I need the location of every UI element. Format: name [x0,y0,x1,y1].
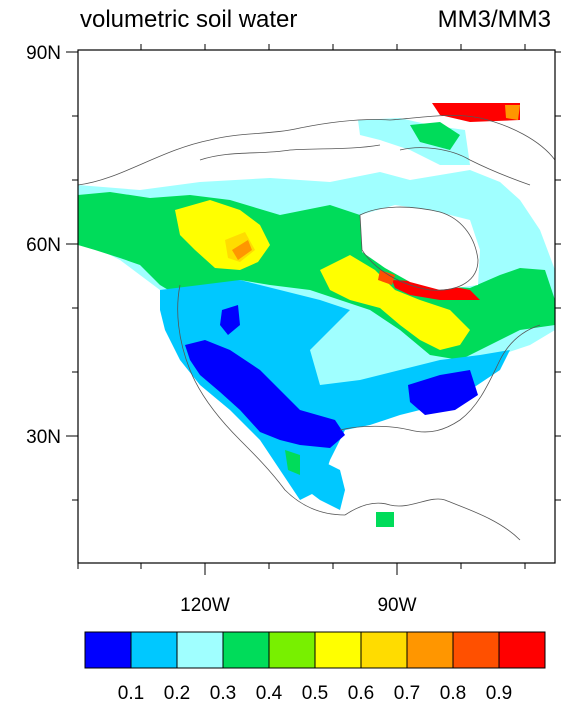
colorbar-swatch [498,631,546,669]
field-region-arctic-green [410,122,460,150]
plot-frame [77,49,556,564]
colorbar-swatch [176,631,224,669]
colorbar-swatch [406,631,454,669]
colorbar-swatch [130,631,178,669]
colorbar-swatch [268,631,316,669]
field-region-below-0.1 [185,340,345,448]
colorbar-swatch [452,631,500,669]
lat-label-90n: 90N [26,43,61,64]
colorbar-swatch [84,631,132,669]
field-region-arctic-red [432,103,520,122]
colorbar-swatch [222,631,270,669]
colorbar-label: 0.9 [486,683,512,704]
colorbar-label: 0.6 [348,683,374,704]
axis-ticks [66,44,561,575]
field-region-0.5-0.6-east [320,255,470,350]
field-region-below-0.1-east [408,370,478,415]
lat-label-60n: 60N [26,235,61,256]
colorbar-label: 0.5 [302,683,328,704]
colorbar [84,631,546,669]
lon-label-90w: 90W [377,595,416,616]
field-region-yucatan [376,512,394,527]
colorbar-labels: 0.1 0.2 0.3 0.4 0.5 0.6 0.7 0.8 0.9 [118,683,512,704]
soil-water-field [78,103,555,527]
lat-label-30n: 30N [26,427,61,448]
lon-label-120w: 120W [180,595,230,616]
colorbar-label: 0.1 [118,683,144,704]
field-region-arctic-orange [505,105,520,120]
field-region-0.1-0.2 [160,280,510,500]
colorbar-label: 0.8 [440,683,466,704]
colorbar-label: 0.3 [210,683,236,704]
colorbar-swatch [314,631,362,669]
colorbar-swatch [360,631,408,669]
field-region-mexico-green [285,450,300,475]
colorbar-label: 0.2 [164,683,190,704]
map-title: volumetric soil water [80,6,298,33]
missing-data-hudson [360,205,480,290]
field-region-mexico [270,450,345,510]
coastlines [77,115,556,541]
units-label: MM3/MM3 [437,6,551,33]
colorbar-label: 0.7 [394,683,420,704]
field-region-0.8-hudson [378,270,395,285]
colorbar-label: 0.4 [256,683,283,704]
field-region-0.8 [232,240,252,260]
field-region-below-0.1-west [220,305,240,335]
